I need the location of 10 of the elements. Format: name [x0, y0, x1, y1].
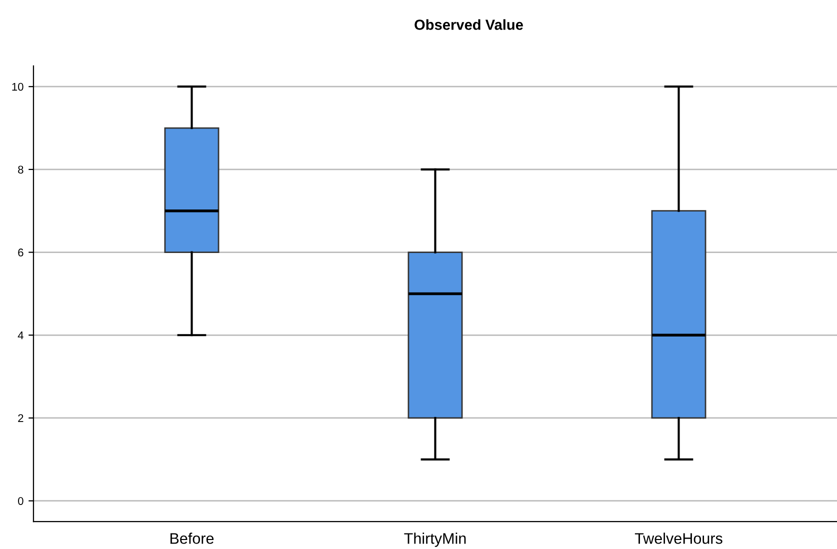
y-tick-label: 2: [18, 414, 24, 422]
y-tick-label: 0: [18, 497, 24, 505]
x-tick-label: Before: [170, 532, 214, 544]
y-tick-label: 4: [18, 332, 24, 340]
y-tick-label: 10: [12, 82, 24, 91]
chart-title: Observed Value: [414, 19, 523, 30]
y-tick-label: 8: [18, 166, 24, 174]
x-tick-label: TwelveHours: [634, 532, 722, 544]
y-tick-label: 6: [18, 248, 24, 256]
x-tick-label: ThirtyMin: [404, 532, 466, 547]
